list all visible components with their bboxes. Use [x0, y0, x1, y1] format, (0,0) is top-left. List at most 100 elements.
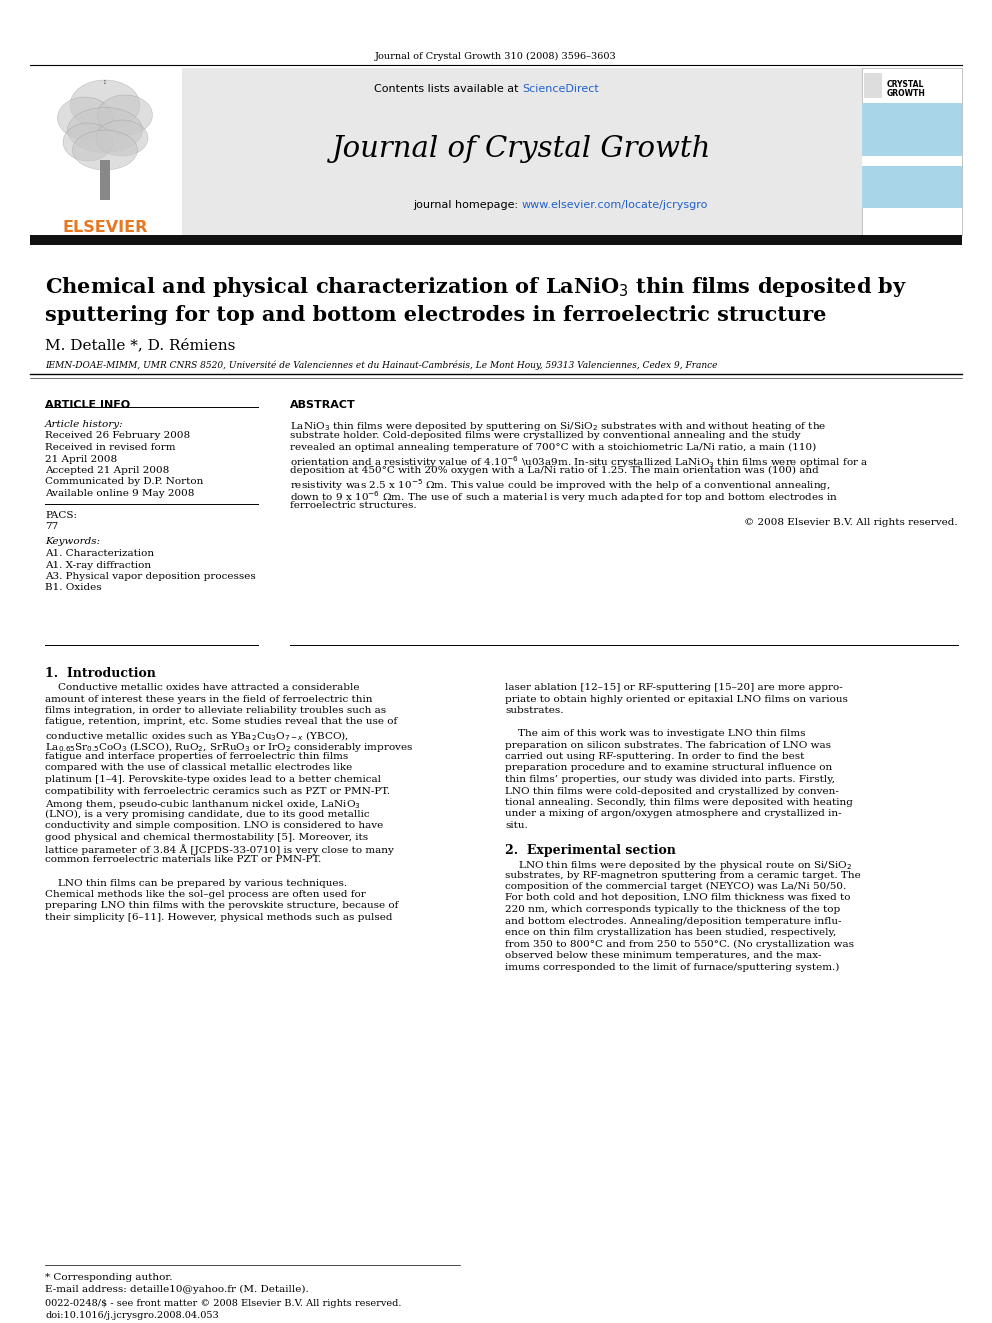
Text: good physical and chemical thermostability [5]. Moreover, its: good physical and chemical thermostabili… [45, 832, 368, 841]
Text: doi:10.1016/j.jcrysgro.2008.04.053: doi:10.1016/j.jcrysgro.2008.04.053 [45, 1311, 219, 1320]
Text: fatigue and interface properties of ferroelectric thin films: fatigue and interface properties of ferr… [45, 751, 348, 761]
Text: Contents lists available at: Contents lists available at [374, 83, 522, 94]
Text: sputtering for top and bottom electrodes in ferroelectric structure: sputtering for top and bottom electrodes… [45, 306, 826, 325]
Text: Received in revised form: Received in revised form [45, 443, 176, 452]
Text: films integration, in order to alleviate reliability troubles such as: films integration, in order to alleviate… [45, 706, 386, 714]
Text: conductivity and simple composition. LNO is considered to have: conductivity and simple composition. LNO… [45, 822, 383, 830]
Text: Communicated by D.P. Norton: Communicated by D.P. Norton [45, 478, 203, 487]
Text: Accepted 21 April 2008: Accepted 21 April 2008 [45, 466, 170, 475]
Text: * Corresponding author.: * Corresponding author. [45, 1273, 173, 1282]
Text: Chemical methods like the sol–gel process are often used for: Chemical methods like the sol–gel proces… [45, 890, 366, 900]
Text: preparation on silicon substrates. The fabrication of LNO was: preparation on silicon substrates. The f… [505, 741, 831, 750]
Text: ELSEVIER: ELSEVIER [62, 220, 148, 235]
Text: © 2008 Elsevier B.V. All rights reserved.: © 2008 Elsevier B.V. All rights reserved… [744, 519, 958, 527]
Text: ⬛: ⬛ [104, 79, 106, 83]
Text: compared with the use of classical metallic electrodes like: compared with the use of classical metal… [45, 763, 352, 773]
Bar [30, 235, 962, 245]
Text: substrates, by RF-magnetron sputtering from a ceramic target. The: substrates, by RF-magnetron sputtering f… [505, 871, 861, 880]
Text: Article history:: Article history: [45, 419, 124, 429]
Text: tional annealing. Secondly, thin films were deposited with heating: tional annealing. Secondly, thin films w… [505, 798, 853, 807]
Text: LNO thin films can be prepared by various techniques.: LNO thin films can be prepared by variou… [45, 878, 347, 888]
Text: Journal of Crystal Growth: Journal of Crystal Growth [332, 135, 711, 163]
Text: substrate holder. Cold-deposited films were crystallized by conventional anneali: substrate holder. Cold-deposited films w… [290, 431, 801, 441]
Bar [864, 73, 882, 98]
Text: thin films’ properties, our study was divided into parts. Firstly,: thin films’ properties, our study was di… [505, 775, 835, 785]
Bar [862, 103, 962, 157]
Ellipse shape [72, 130, 138, 169]
Text: A3. Physical vapor deposition processes: A3. Physical vapor deposition processes [45, 572, 256, 581]
Text: PACS:: PACS: [45, 511, 77, 520]
Text: Keywords:: Keywords: [45, 537, 100, 546]
Ellipse shape [63, 123, 113, 161]
Text: priate to obtain highly oriented or epitaxial LNO films on various: priate to obtain highly oriented or epit… [505, 695, 848, 704]
Text: platinum [1–4]. Perovskite-type oxides lead to a better chemical: platinum [1–4]. Perovskite-type oxides l… [45, 775, 381, 785]
Text: 21 April 2008: 21 April 2008 [45, 455, 117, 463]
Text: 77: 77 [45, 523, 59, 531]
Text: carried out using RF-sputtering. In order to find the best: carried out using RF-sputtering. In orde… [505, 751, 805, 761]
Bar [862, 67, 962, 235]
Ellipse shape [96, 120, 148, 156]
Text: their simplicity [6–11]. However, physical methods such as pulsed: their simplicity [6–11]. However, physic… [45, 913, 393, 922]
Text: A1. Characterization: A1. Characterization [45, 549, 154, 558]
Text: and bottom electrodes. Annealing/deposition temperature influ-: and bottom electrodes. Annealing/deposit… [505, 917, 841, 926]
Bar [862, 165, 962, 208]
Text: A1. X-ray diffraction: A1. X-ray diffraction [45, 561, 151, 569]
Text: 2.  Experimental section: 2. Experimental section [505, 844, 676, 857]
Text: CRYSTAL: CRYSTAL [887, 79, 925, 89]
Text: Chemical and physical characterization of LaNiO$_3$ thin films deposited by: Chemical and physical characterization o… [45, 275, 907, 299]
Text: The aim of this work was to investigate LNO thin films: The aim of this work was to investigate … [505, 729, 806, 738]
Text: laser ablation [12–15] or RF-sputtering [15–20] are more appro-: laser ablation [12–15] or RF-sputtering … [505, 683, 843, 692]
Text: observed below these minimum temperatures, and the max-: observed below these minimum temperature… [505, 951, 821, 960]
Text: compatibility with ferroelectric ceramics such as PZT or PMN-PT.: compatibility with ferroelectric ceramic… [45, 786, 390, 795]
Text: journal homepage:: journal homepage: [414, 200, 522, 210]
Text: Among them, pseudo-cubic lanthanum nickel oxide, LaNiO$_3$: Among them, pseudo-cubic lanthanum nicke… [45, 798, 361, 811]
Text: LaNiO$_3$ thin films were deposited by sputtering on Si/SiO$_2$ substrates with : LaNiO$_3$ thin films were deposited by s… [290, 419, 826, 433]
Text: Received 26 February 2008: Received 26 February 2008 [45, 431, 190, 441]
Text: composition of the commercial target (NEYCO) was La/Ni 50/50.: composition of the commercial target (NE… [505, 882, 846, 892]
Text: deposition at 450°C with 20% oxygen with a La/Ni ratio of 1.25. The main orienta: deposition at 450°C with 20% oxygen with… [290, 466, 818, 475]
Text: (LNO), is a very promising candidate, due to its good metallic: (LNO), is a very promising candidate, du… [45, 810, 370, 819]
Text: preparation procedure and to examine structural influence on: preparation procedure and to examine str… [505, 763, 832, 773]
Text: La$_{0.65}$Sr$_{0.5}$CoO$_3$ (LSCO), RuO$_2$, SrRuO$_3$ or IrO$_2$ considerably : La$_{0.65}$Sr$_{0.5}$CoO$_3$ (LSCO), RuO… [45, 741, 414, 754]
Ellipse shape [67, 107, 143, 152]
Bar [862, 156, 962, 168]
Text: substrates.: substrates. [505, 706, 563, 714]
Text: For both cold and hot deposition, LNO film thickness was fixed to: For both cold and hot deposition, LNO fi… [505, 893, 850, 902]
Text: ARTICLE INFO: ARTICLE INFO [45, 400, 130, 410]
Text: resistivity was 2.5 x 10$^{-5}$ Ωm. This value could be improved with the help o: resistivity was 2.5 x 10$^{-5}$ Ωm. This… [290, 478, 830, 493]
Text: B1. Oxides: B1. Oxides [45, 583, 101, 593]
Text: amount of interest these years in the field of ferroelectric thin: amount of interest these years in the fi… [45, 695, 373, 704]
Text: ABSTRACT: ABSTRACT [290, 400, 356, 410]
Text: situ.: situ. [505, 822, 528, 830]
Text: Conductive metallic oxides have attracted a considerable: Conductive metallic oxides have attracte… [45, 683, 359, 692]
Text: imums corresponded to the limit of furnace/sputtering system.): imums corresponded to the limit of furna… [505, 963, 839, 971]
Text: Available online 9 May 2008: Available online 9 May 2008 [45, 490, 194, 497]
Bar [100, 160, 110, 200]
Text: common ferroelectric materials like PZT or PMN-PT.: common ferroelectric materials like PZT … [45, 856, 321, 864]
Text: fatigue, retention, imprint, etc. Some studies reveal that the use of: fatigue, retention, imprint, etc. Some s… [45, 717, 397, 726]
Text: preparing LNO thin films with the perovskite structure, because of: preparing LNO thin films with the perovs… [45, 901, 399, 910]
Text: from 350 to 800°C and from 250 to 550°C. (No crystallization was: from 350 to 800°C and from 250 to 550°C.… [505, 939, 854, 949]
Ellipse shape [70, 79, 140, 130]
Text: ScienceDirect: ScienceDirect [522, 83, 599, 94]
Text: 220 nm, which corresponds typically to the thickness of the top: 220 nm, which corresponds typically to t… [505, 905, 840, 914]
Text: 1.  Introduction: 1. Introduction [45, 667, 156, 680]
Text: Journal of Crystal Growth 310 (2008) 3596–3603: Journal of Crystal Growth 310 (2008) 359… [375, 52, 617, 61]
Text: under a mixing of argon/oxygen atmosphere and crystallized in-: under a mixing of argon/oxygen atmospher… [505, 810, 841, 819]
Text: down to 9 x 10$^{-6}$ Ωm. The use of such a material is very much adapted for to: down to 9 x 10$^{-6}$ Ωm. The use of suc… [290, 490, 838, 505]
Text: E-mail address: detaille10@yahoo.fr (M. Detaille).: E-mail address: detaille10@yahoo.fr (M. … [45, 1285, 309, 1294]
Text: lattice parameter of 3.84 Å [JCPDS-33-0710] is very close to many: lattice parameter of 3.84 Å [JCPDS-33-07… [45, 844, 394, 855]
Bar [30, 67, 182, 235]
Text: conductive metallic oxides such as YBa$_2$Cu$_3$O$_{7-x}$ (YBCO),: conductive metallic oxides such as YBa$_… [45, 729, 349, 742]
Text: LNO thin films were cold-deposited and crystallized by conven-: LNO thin films were cold-deposited and c… [505, 786, 839, 795]
Text: M. Detalle *, D. Rémiens: M. Detalle *, D. Rémiens [45, 337, 235, 352]
Text: GROWTH: GROWTH [887, 89, 926, 98]
Text: ferroelectric structures.: ferroelectric structures. [290, 500, 417, 509]
Bar [182, 67, 862, 235]
Text: IEMN-DOAE-MIMM, UMR CNRS 8520, Université de Valenciennes et du Hainaut-Cambrési: IEMN-DOAE-MIMM, UMR CNRS 8520, Universit… [45, 361, 717, 370]
Text: ence on thin film crystallization has been studied, respectively,: ence on thin film crystallization has be… [505, 927, 836, 937]
Text: orientation and a resistivity value of 4.10$^{-6}$ \u03a9m. In-situ crystallized: orientation and a resistivity value of 4… [290, 455, 869, 470]
Text: 0022-0248/$ - see front matter © 2008 Elsevier B.V. All rights reserved.: 0022-0248/$ - see front matter © 2008 El… [45, 1299, 402, 1308]
Text: www.elsevier.com/locate/jcrysgro: www.elsevier.com/locate/jcrysgro [522, 200, 708, 210]
Text: LNO thin films were deposited by the physical route on Si/SiO$_2$: LNO thin films were deposited by the phy… [505, 859, 852, 872]
